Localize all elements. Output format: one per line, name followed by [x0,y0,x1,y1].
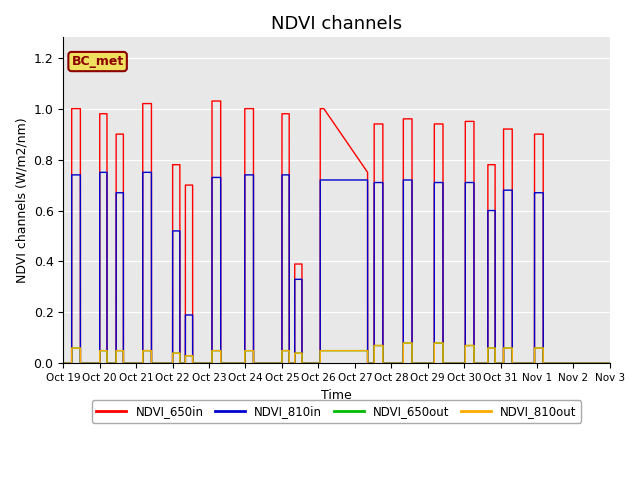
NDVI_810out [364,348,371,354]
NDVI_650in [60,360,67,366]
Text: BC_met: BC_met [72,55,124,68]
NDVI_650out [484,345,492,351]
NDVI_810out [461,343,469,348]
NDVI_650in [435,121,442,127]
NDVI_650out [60,360,67,366]
NDVI_810in [461,180,469,185]
NDVI_810out [435,340,442,346]
NDVI_810in [470,180,478,185]
NDVI_810out [470,343,478,348]
NDVI_650in [484,162,492,168]
NDVI_650out [466,343,474,348]
NDVI_810in [60,360,67,366]
NDVI_650in [364,360,371,366]
NDVI_810out [60,360,67,366]
X-axis label: Time: Time [321,389,352,402]
NDVI_650in [461,119,469,124]
NDVI_810out [466,343,474,348]
NDVI_810out [399,340,407,346]
NDVI_810in [466,180,474,185]
NDVI_810in [484,208,492,214]
NDVI_810in [96,169,104,175]
NDVI_650out [470,343,478,348]
NDVI_650in [208,98,216,104]
Line: NDVI_650out: NDVI_650out [63,343,610,363]
NDVI_650out [364,348,371,354]
NDVI_810out [484,345,492,351]
Title: NDVI channels: NDVI channels [271,15,402,33]
Line: NDVI_810out: NDVI_810out [63,343,610,363]
Legend: NDVI_650in, NDVI_810in, NDVI_650out, NDVI_810out: NDVI_650in, NDVI_810in, NDVI_650out, NDV… [92,400,582,423]
NDVI_650out [461,343,469,348]
NDVI_810in [606,360,614,366]
NDVI_650out [606,360,614,366]
Line: NDVI_810in: NDVI_810in [63,172,610,363]
NDVI_810out [606,360,614,366]
NDVI_810in [435,180,442,185]
Y-axis label: NDVI channels (W/m2/nm): NDVI channels (W/m2/nm) [15,118,28,283]
NDVI_650out [435,340,442,346]
NDVI_650in [466,119,474,124]
NDVI_650out [399,340,407,346]
NDVI_650in [470,119,478,124]
Line: NDVI_650in: NDVI_650in [63,101,610,363]
NDVI_810in [364,360,371,366]
NDVI_650in [606,360,614,366]
